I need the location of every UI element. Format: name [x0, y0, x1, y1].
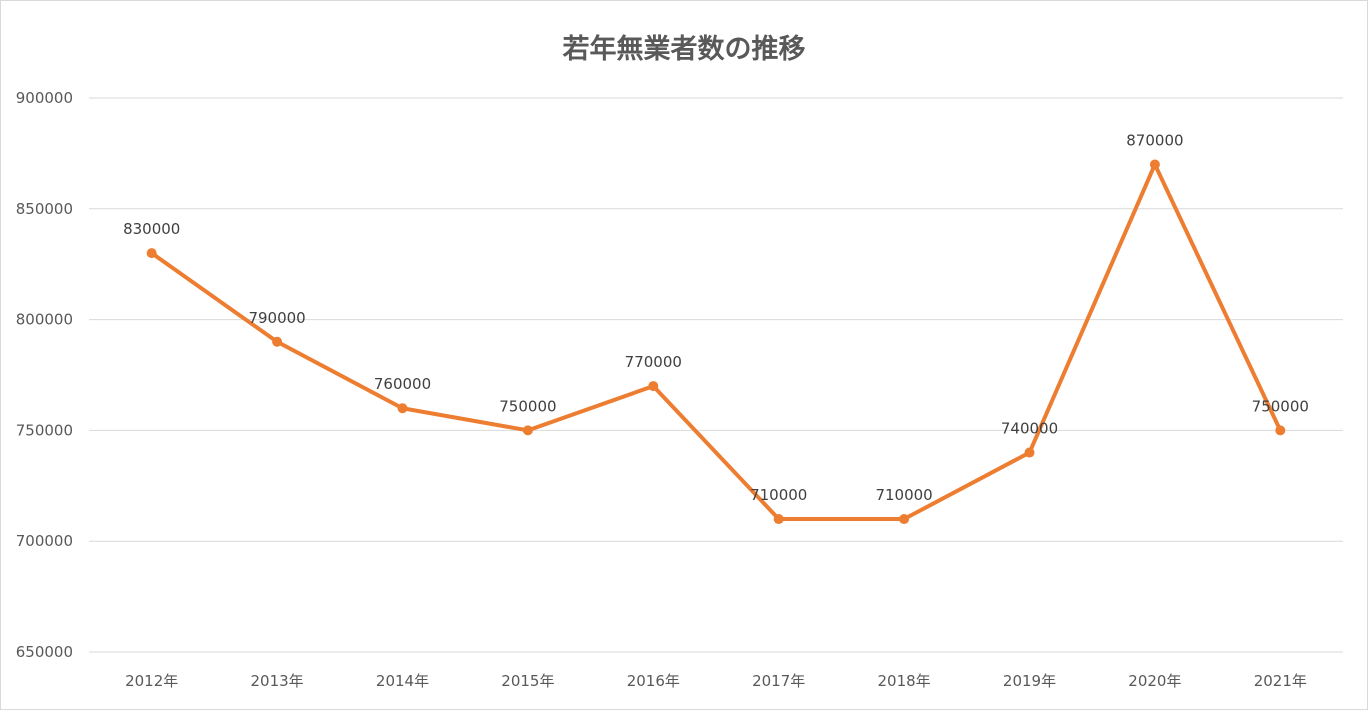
x-tick-label: 2013年	[251, 672, 304, 690]
data-points	[146, 159, 1286, 525]
y-tick-label: 750000	[16, 421, 73, 439]
y-tick-label: 900000	[16, 89, 73, 107]
data-label: 750000	[499, 397, 556, 415]
data-label: 750000	[1252, 397, 1309, 415]
y-axis-tick-labels: 650000 700000 750000 800000 850000 900000	[16, 89, 73, 661]
data-point	[899, 514, 910, 525]
data-point	[1149, 159, 1160, 170]
x-tick-label: 2015年	[501, 672, 554, 690]
data-labels: 830000 790000 760000 750000 770000 710000 7100…	[123, 131, 1309, 504]
gridlines	[89, 97, 1343, 653]
x-tick-label: 2020年	[1128, 672, 1181, 690]
series-line	[149, 162, 1283, 522]
chart-title: 若年無業者数の推移	[563, 33, 806, 65]
data-point	[1024, 447, 1035, 458]
series-lines	[149, 162, 1283, 522]
y-tick-label: 800000	[16, 311, 73, 329]
x-tick-label: 2017年	[752, 672, 805, 690]
data-point	[648, 381, 659, 392]
x-axis-tick-labels: 2012年 2013年 2014年 2015年 2016年 2017年 2018年 2019年…	[125, 672, 1307, 690]
data-label: 790000	[248, 309, 305, 327]
x-tick-label: 2019年	[1003, 672, 1056, 690]
data-point	[272, 336, 283, 347]
y-tick-label: 700000	[16, 532, 73, 550]
x-tick-label: 2014年	[376, 672, 429, 690]
data-label: 770000	[625, 353, 682, 371]
data-label: 740000	[1001, 420, 1058, 438]
x-tick-label: 2016年	[627, 672, 680, 690]
data-point	[397, 403, 408, 414]
x-tick-label: 2021年	[1254, 672, 1307, 690]
data-label: 830000	[123, 220, 180, 238]
y-tick-label: 650000	[16, 643, 73, 661]
data-point	[146, 248, 157, 259]
data-label: 710000	[750, 486, 807, 504]
data-point	[522, 425, 533, 436]
y-tick-label: 850000	[16, 200, 73, 218]
data-label: 870000	[1126, 131, 1183, 149]
x-tick-label: 2012年	[125, 672, 178, 690]
data-label: 710000	[875, 486, 932, 504]
data-point	[773, 514, 784, 525]
data-label: 760000	[374, 375, 431, 393]
x-tick-label: 2018年	[878, 672, 931, 690]
data-point	[1275, 425, 1286, 436]
